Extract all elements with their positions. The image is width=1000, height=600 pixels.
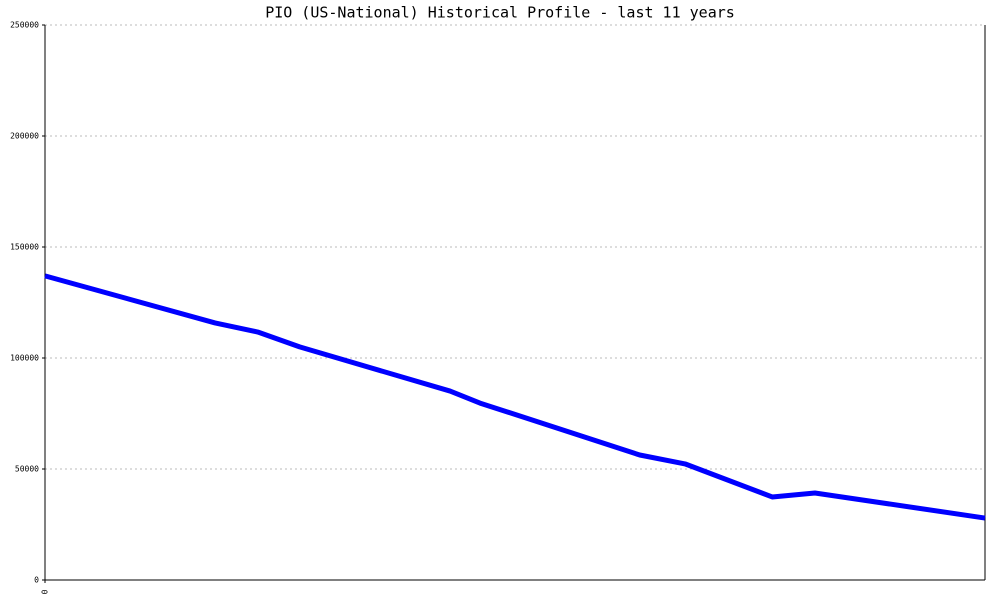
data-line — [44, 273, 986, 521]
y-tick-label: 200000 — [10, 132, 39, 141]
x-tick-label: 0 — [41, 589, 50, 594]
y-tick-label: 50000 — [15, 465, 39, 474]
y-tick-label: 100000 — [10, 354, 39, 363]
y-tick-label: 250000 — [10, 21, 39, 30]
chart-title: PIO (US-National) Historical Profile - l… — [265, 4, 735, 22]
y-tick-label: 150000 — [10, 243, 39, 252]
y-tick-label: 0 — [34, 576, 39, 585]
